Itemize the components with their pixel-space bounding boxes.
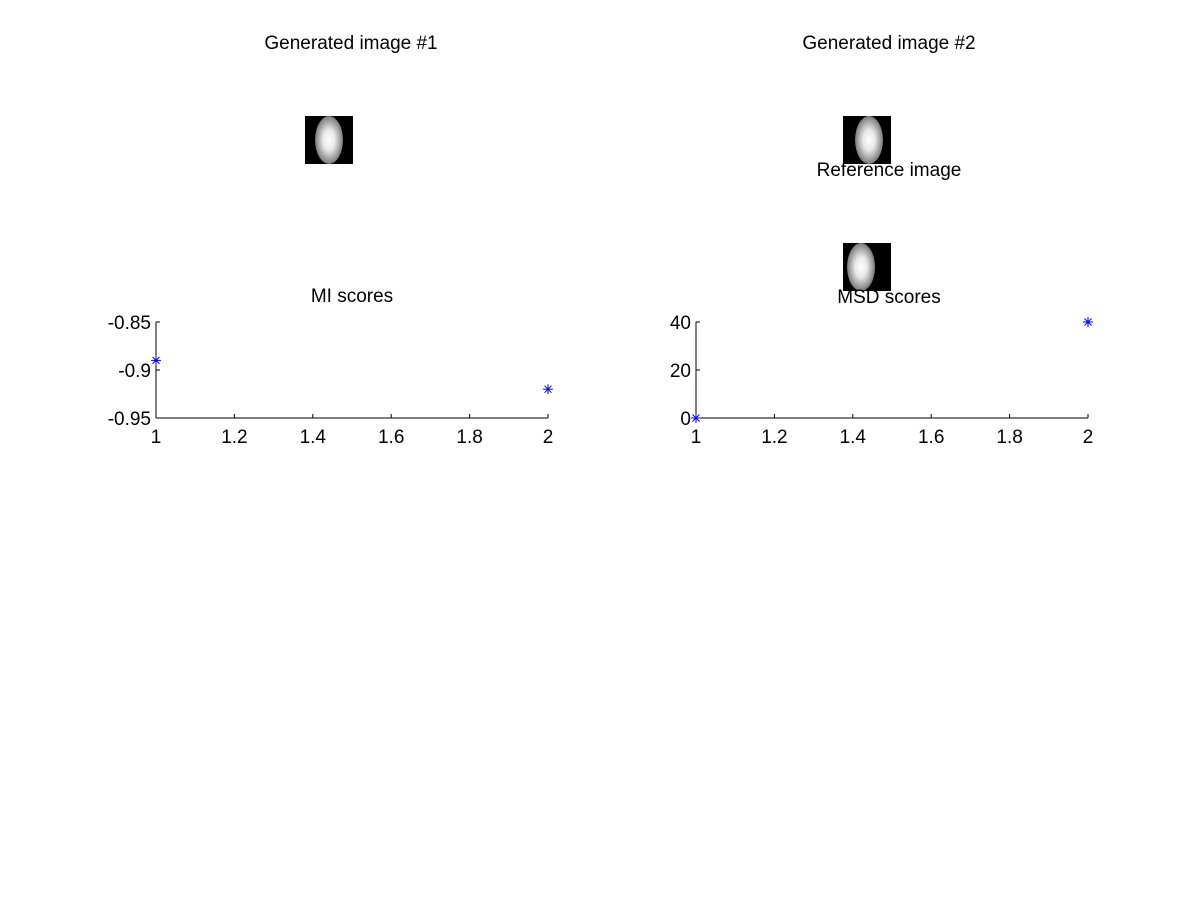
mi-scores-chart: 1 1.2 1.4 1.6 1.8 2 -0.85 -0.9 -0.95 [108, 313, 554, 448]
msd-y-tick-label: 40 [670, 313, 691, 334]
msd-y-tick-label: 0 [680, 409, 691, 430]
mi-x-tick-label: 1 [151, 427, 162, 448]
msd-data-point [1083, 317, 1093, 327]
generated-image-1 [305, 116, 353, 164]
mi-x-tick-label: 1.2 [221, 427, 247, 448]
mi-data-point [151, 355, 161, 366]
generated-image-2 [843, 116, 891, 164]
msd-x-tick-label: 1 [691, 427, 702, 448]
mi-x-tick-label: 2 [543, 427, 554, 448]
reference-image-title: Reference image [816, 160, 962, 181]
msd-x-tick-label: 1.4 [840, 427, 867, 448]
mi-y-tick-label: -0.95 [108, 409, 151, 430]
mi-data-point [543, 384, 553, 395]
msd-y-tick-label: 20 [670, 361, 691, 382]
mi-chart-title: MI scores [310, 286, 394, 307]
msd-chart-title: MSD scores [837, 287, 941, 308]
msd-x-tick-label: 1.8 [996, 427, 1022, 448]
reference-image [843, 243, 891, 291]
mi-x-tick-label: 1.4 [300, 427, 327, 448]
msd-x-tick-label: 1.2 [761, 427, 787, 448]
generated-image-2-title: Generated image #2 [802, 33, 976, 54]
msd-scores-chart: 1 1.2 1.4 1.6 1.8 2 40 20 0 [670, 313, 1094, 448]
mi-x-tick-label: 1.8 [456, 427, 482, 448]
msd-data-point [691, 413, 701, 423]
generated-image-1-title: Generated image #1 [264, 33, 438, 54]
mi-x-tick-label: 1.6 [378, 427, 404, 448]
msd-x-tick-label: 1.6 [918, 427, 944, 448]
msd-x-tick-label: 2 [1083, 427, 1094, 448]
mi-y-tick-label: -0.9 [118, 361, 151, 382]
mi-y-tick-label: -0.85 [108, 313, 151, 334]
